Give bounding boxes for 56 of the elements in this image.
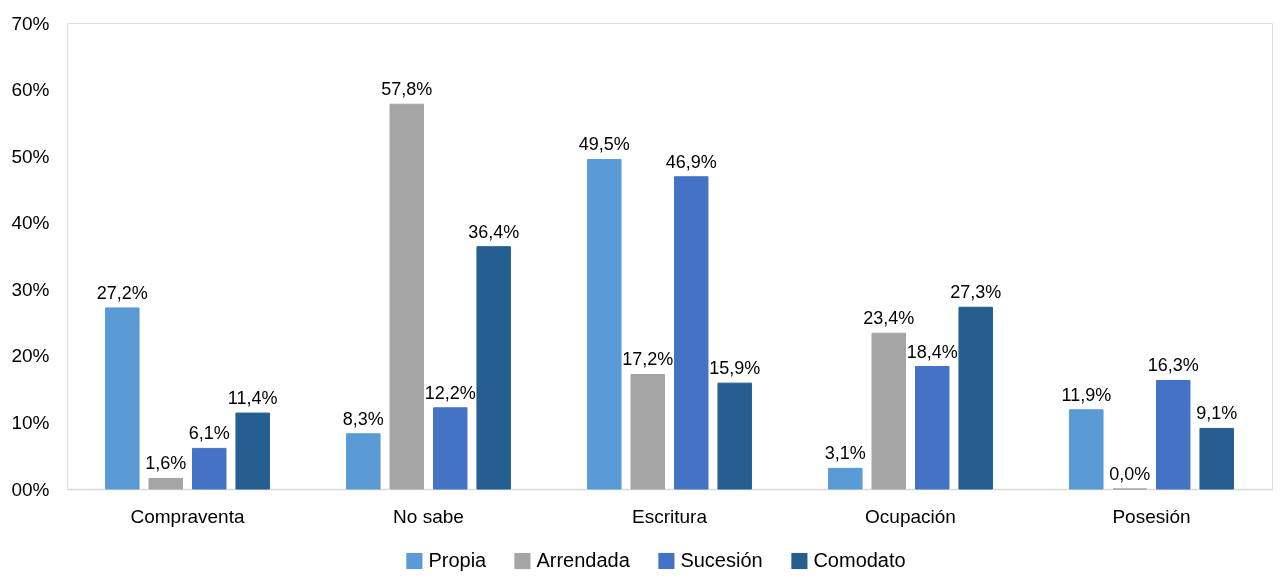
bar xyxy=(105,307,140,490)
bar xyxy=(674,176,709,490)
data-label: 11,9% xyxy=(1061,384,1112,405)
y-tick-label: 30% xyxy=(11,278,50,300)
data-label: 57,8% xyxy=(381,79,433,100)
bar xyxy=(1069,409,1104,490)
data-label: 36,4% xyxy=(468,221,520,242)
data-label: 15,9% xyxy=(709,358,761,379)
data-label: 12,2% xyxy=(424,382,476,403)
bar xyxy=(235,412,270,490)
legend-label: Arrendada xyxy=(536,549,631,571)
bar xyxy=(148,477,183,490)
data-label: 18,4% xyxy=(906,341,958,362)
data-label: 46,9% xyxy=(665,151,717,172)
legend-label: Propia xyxy=(428,549,488,571)
bar xyxy=(871,332,906,490)
legend-label: Sucesión xyxy=(680,549,763,571)
y-tick-label: 20% xyxy=(11,345,50,367)
bar xyxy=(828,467,863,490)
bar xyxy=(1156,379,1191,490)
data-label: 6,1% xyxy=(188,423,230,444)
data-label: 3,1% xyxy=(824,443,866,464)
x-tick-label: Posesión xyxy=(1112,505,1191,527)
y-tick-label: 10% xyxy=(11,411,50,433)
bar xyxy=(346,433,381,490)
data-label: 11,4% xyxy=(227,388,278,409)
bar xyxy=(476,246,511,490)
bar xyxy=(587,158,622,490)
data-label: 9,1% xyxy=(1196,403,1238,424)
bar xyxy=(958,306,993,490)
y-tick-label: 40% xyxy=(11,212,50,234)
y-tick-label: 60% xyxy=(11,79,50,101)
data-label: 1,6% xyxy=(145,453,187,474)
data-label: 0,0% xyxy=(1109,464,1151,484)
bar xyxy=(630,374,665,490)
data-label: 27,3% xyxy=(950,282,1002,303)
x-tick-label: Ocupación xyxy=(865,505,956,527)
bar xyxy=(192,447,227,490)
data-label: 8,3% xyxy=(342,408,384,429)
bar xyxy=(717,382,752,490)
data-label: 16,3% xyxy=(1147,355,1199,376)
bar xyxy=(433,407,468,490)
y-tick-label: 70% xyxy=(11,12,50,34)
data-label: 23,4% xyxy=(863,308,915,329)
legend-label: Comodato xyxy=(813,549,906,571)
y-tick-label: 50% xyxy=(11,145,50,167)
bar xyxy=(1199,427,1234,490)
bar xyxy=(389,103,424,490)
data-label: 49,5% xyxy=(578,134,630,155)
x-tick-label: No sabe xyxy=(393,505,464,527)
x-tick-label: Compraventa xyxy=(130,505,245,527)
data-label: 17,2% xyxy=(622,349,674,370)
bar xyxy=(915,366,950,490)
y-tick-label: 00% xyxy=(11,478,50,500)
data-label: 27,2% xyxy=(96,282,148,303)
x-tick-label: Escritura xyxy=(632,505,708,527)
